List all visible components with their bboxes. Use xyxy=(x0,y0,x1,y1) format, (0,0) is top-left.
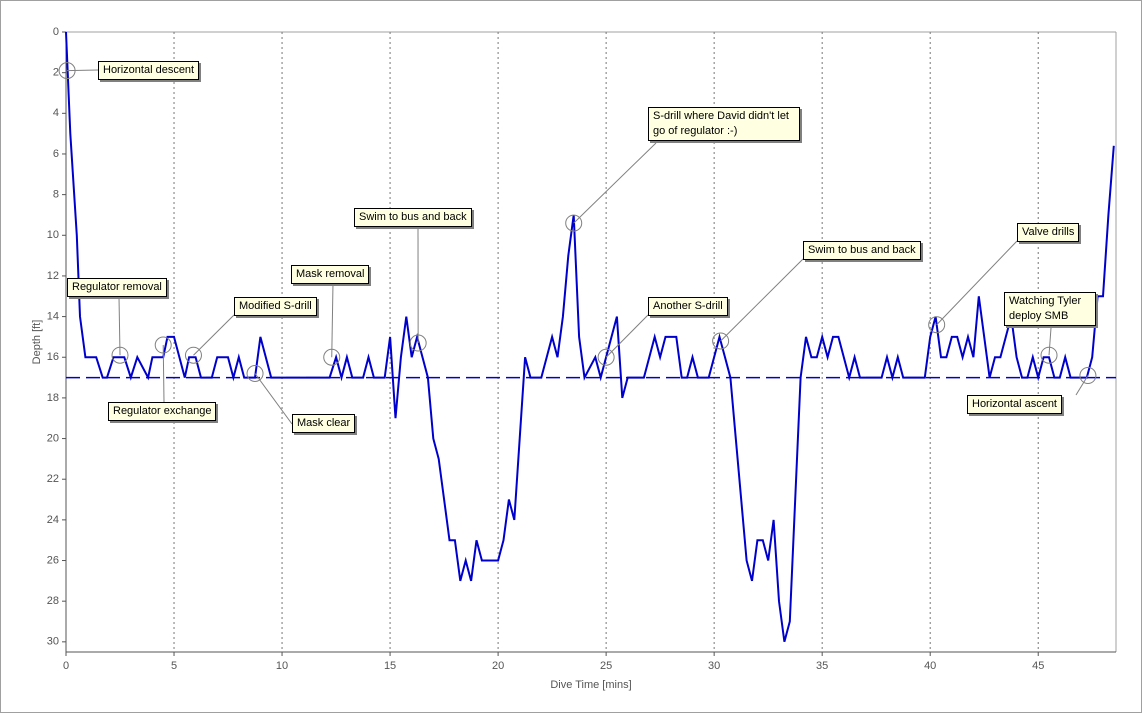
annotation-leader xyxy=(254,373,293,425)
y-tick-label: 30 xyxy=(47,636,59,648)
x-tick-label: 25 xyxy=(600,660,612,672)
annotation-marker xyxy=(154,336,172,354)
annotation-leader xyxy=(720,258,804,342)
x-tick-label: 45 xyxy=(1032,660,1044,672)
y-tick-label: 28 xyxy=(47,595,59,607)
y-tick-label: 2 xyxy=(53,67,59,79)
y-tick-label: 26 xyxy=(47,554,59,566)
y-tick-label: 0 xyxy=(53,26,59,38)
annotation-leader xyxy=(936,240,1018,326)
annotation-marker xyxy=(565,214,583,232)
annotation-label: Horizontal ascent xyxy=(967,395,1062,414)
depth-line xyxy=(65,31,1115,643)
x-axis-label: Dive Time [mins] xyxy=(550,679,631,691)
annotation-label: Swim to bus and back xyxy=(354,208,472,227)
annotation-leader xyxy=(331,282,334,358)
annotation-leader xyxy=(162,345,165,403)
annotation-marker xyxy=(246,365,264,383)
annotation-label: Watching Tyler deploy SMB xyxy=(1004,292,1096,326)
annotation-label: Mask clear xyxy=(292,414,356,433)
annotation-marker xyxy=(1040,346,1058,364)
x-tick-label: 30 xyxy=(708,660,720,672)
y-axis-label: Depth [ft] xyxy=(31,320,43,365)
annotation-marker xyxy=(1079,367,1097,385)
y-tick-label: 4 xyxy=(53,107,59,119)
y-tick-label: 14 xyxy=(47,310,59,322)
y-tick-label: 18 xyxy=(47,392,59,404)
annotation-marker xyxy=(597,348,615,366)
y-tick-label: 22 xyxy=(47,473,59,485)
x-tick-label: 15 xyxy=(384,660,396,672)
annotation-marker xyxy=(323,348,341,366)
annotation-leader xyxy=(67,69,99,72)
annotation-label: Horizontal descent xyxy=(98,61,200,80)
annotation-marker xyxy=(409,334,427,352)
annotation-label: S-drill where David didn't let go of reg… xyxy=(648,107,800,141)
y-tick-label: 12 xyxy=(47,270,59,282)
x-tick-label: 20 xyxy=(492,660,504,672)
annotation-leader xyxy=(1048,327,1052,356)
annotation-marker xyxy=(184,346,202,364)
x-tick-label: 5 xyxy=(171,660,177,672)
x-tick-label: 0 xyxy=(63,660,69,672)
y-tick-label: 24 xyxy=(47,514,59,526)
annotation-leader xyxy=(193,314,235,356)
y-tick-label: 20 xyxy=(47,432,59,444)
x-tick-label: 35 xyxy=(816,660,828,672)
annotation-leader xyxy=(605,314,649,358)
annotation-label: Modified S-drill xyxy=(234,297,317,316)
annotation-marker xyxy=(712,332,730,350)
annotation-leader xyxy=(1075,375,1089,396)
y-tick-label: 8 xyxy=(53,189,59,201)
annotation-marker xyxy=(58,62,76,80)
x-tick-label: 10 xyxy=(276,660,288,672)
annotation-label: Swim to bus and back xyxy=(803,241,921,260)
annotation-label: Regulator exchange xyxy=(108,402,217,421)
annotation-marker xyxy=(111,346,129,364)
annotation-marker xyxy=(928,316,946,334)
y-tick-label: 10 xyxy=(47,229,59,241)
y-tick-label: 16 xyxy=(47,351,59,363)
x-tick-label: 40 xyxy=(924,660,936,672)
annotation-label: Valve drills xyxy=(1017,223,1080,242)
annotation-leader xyxy=(573,142,657,224)
annotation-leader xyxy=(118,296,121,356)
annotation-label: Mask removal xyxy=(291,265,370,284)
y-tick-label: 6 xyxy=(53,148,59,160)
annotation-label: Regulator removal xyxy=(67,278,167,297)
annotation-label: Another S-drill xyxy=(648,297,728,316)
